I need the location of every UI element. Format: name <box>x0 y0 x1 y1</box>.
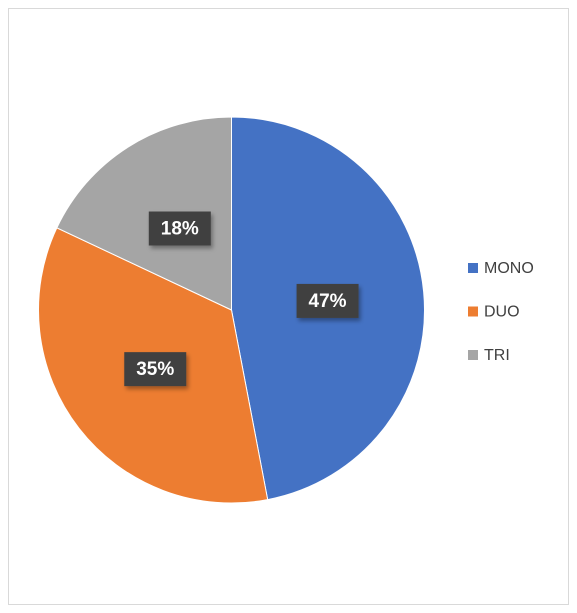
legend-swatch <box>468 350 478 360</box>
data-label: 18% <box>161 219 199 240</box>
data-label-box <box>124 352 187 387</box>
pie <box>38 116 425 504</box>
legend-swatch <box>468 306 478 317</box>
legend-label: DUO <box>484 304 520 321</box>
legend-swatch <box>468 263 478 273</box>
data-label-box <box>148 211 211 246</box>
legend: MONO DUO TRI <box>468 260 534 364</box>
legend-label: MONO <box>484 260 534 277</box>
data-label: 35% <box>136 359 174 380</box>
data-label-box <box>296 283 359 318</box>
legend-label: TRI <box>484 347 510 364</box>
data-label: 47% <box>309 291 347 312</box>
pie-slice <box>56 116 232 311</box>
data-labels: 47% 35% 18% <box>124 211 359 387</box>
